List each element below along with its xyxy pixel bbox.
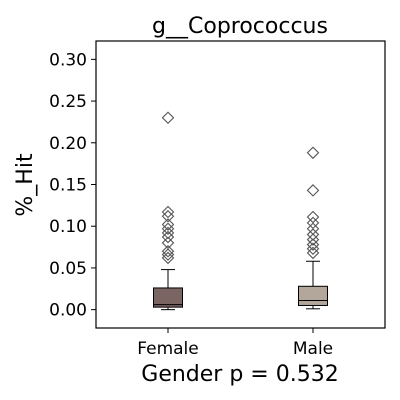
outlier-point <box>161 226 175 240</box>
y-axis: 0.00 0.05 0.10 0.15 0.20 0.25 0.30 <box>49 50 96 321</box>
outlier-point <box>161 244 175 258</box>
y-axis-label: %_Hit <box>13 153 38 217</box>
x-tick-label: Female <box>137 339 198 359</box>
y-tick-label: 0.05 <box>49 259 87 279</box>
outlier-point <box>161 209 175 223</box>
y-tick-label: 0.25 <box>49 92 87 112</box>
y-tick-label: 0.00 <box>49 301 87 321</box>
outlier-point <box>306 233 320 246</box>
box-group-female <box>153 111 183 311</box>
outlier-point <box>161 222 175 235</box>
outlier-point <box>306 242 320 256</box>
y-tick-label: 0.30 <box>49 50 87 70</box>
y-tick-label: 0.20 <box>49 134 87 154</box>
outlier-point <box>306 246 320 260</box>
chart-title: g__Coprococcus <box>152 14 328 39</box>
iqr-box <box>298 285 328 306</box>
x-tick-label: Male <box>293 339 333 359</box>
outlier-point <box>161 111 175 125</box>
box-group-male <box>298 146 328 310</box>
outlier-point <box>161 218 175 231</box>
outlier-point <box>306 228 320 241</box>
outlier-point <box>161 251 175 265</box>
x-axis-label: Gender p = 0.532 <box>141 362 338 387</box>
outlier-point <box>306 146 320 160</box>
x-axis: Female Male <box>137 328 333 359</box>
y-tick-label: 0.10 <box>49 217 87 237</box>
outlier-point <box>161 248 175 261</box>
outlier-point <box>306 184 320 197</box>
plot-frame <box>95 40 386 329</box>
outlier-point <box>161 230 175 244</box>
outlier-point <box>161 205 175 219</box>
plot-area <box>153 111 328 311</box>
y-tick-label: 0.15 <box>49 176 87 196</box>
outlier-point <box>306 238 320 251</box>
iqr-box <box>153 287 183 308</box>
